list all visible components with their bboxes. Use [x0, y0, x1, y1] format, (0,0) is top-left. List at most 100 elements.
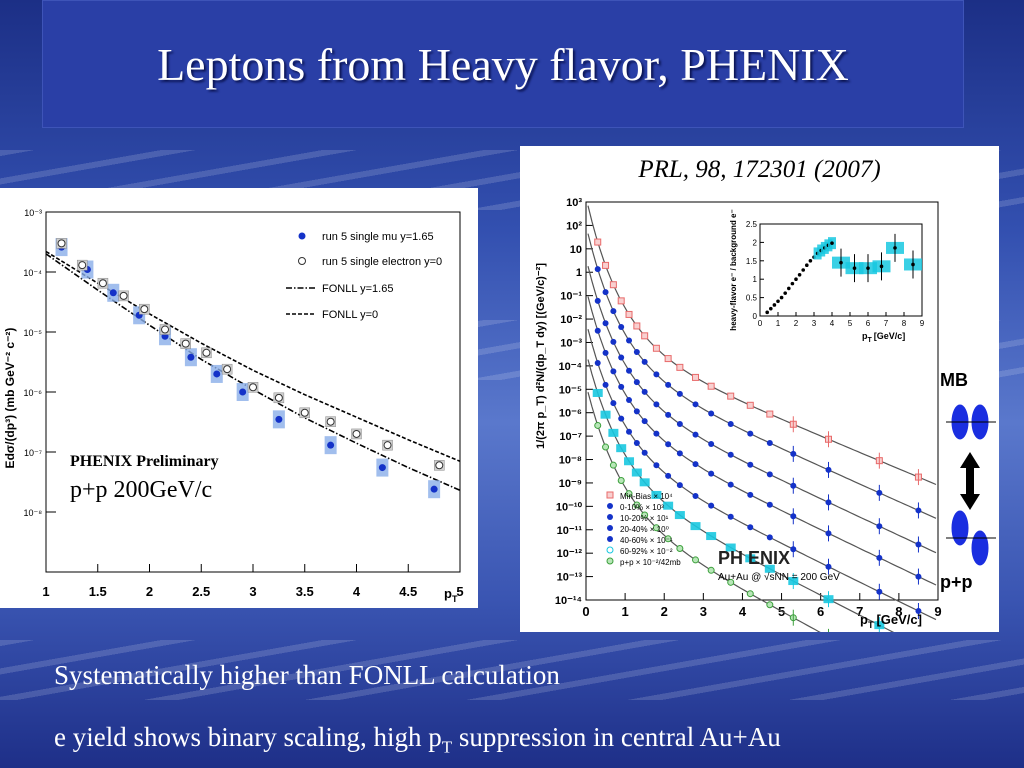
data-point	[676, 450, 683, 457]
data-point	[727, 578, 735, 586]
data-point	[664, 535, 672, 543]
data-point	[747, 524, 754, 531]
data-point	[610, 400, 617, 407]
data-point	[624, 457, 635, 466]
electron-point	[57, 239, 66, 248]
data-point	[602, 443, 610, 451]
data-point	[651, 490, 662, 499]
data-point	[707, 382, 715, 390]
x-axis-label: pT [GeV/c]	[860, 612, 922, 630]
y-tick-label: 1	[576, 267, 582, 279]
legend-label-fonll-165: FONLL y=1.65	[322, 283, 393, 295]
data-point	[633, 379, 640, 386]
inset-point	[776, 299, 780, 304]
collision-cartoon: MB p+p	[940, 370, 996, 592]
pp-label: p+p	[940, 572, 973, 592]
y-tick-label: 10⁻⁵	[559, 384, 582, 396]
data-point	[766, 410, 774, 418]
legend-label-electron: run 5 single electron y=0	[322, 256, 442, 268]
data-point	[602, 320, 609, 327]
x-tick-label: 4	[739, 604, 747, 619]
inset-y-tick-label: 0.5	[746, 294, 758, 303]
y-tick-label: 10⁻³	[560, 337, 582, 349]
inset-point	[765, 310, 769, 315]
inset-point	[805, 263, 809, 268]
data-point	[766, 439, 773, 446]
mu-point	[187, 353, 195, 361]
data-point	[766, 534, 773, 541]
data-point	[692, 401, 699, 408]
x-tick-label: 1	[42, 584, 49, 599]
mb-label: MB	[940, 370, 968, 390]
data-point	[727, 451, 734, 458]
y-tick-label: 10⁻⁷	[559, 431, 582, 443]
legend-label-mu: run 5 single mu y=1.65	[322, 231, 434, 243]
x-tick-label: 4.5	[399, 584, 417, 599]
inset-x-tick-label: 3	[812, 319, 817, 328]
y-tick-label: 10³	[566, 197, 582, 209]
x-tick-label: 5	[456, 584, 463, 599]
reference-citation: PRL, 98, 172301 (2007)	[638, 156, 881, 183]
data-point	[708, 410, 715, 417]
data-point	[626, 337, 633, 344]
y-tick-label: 10	[570, 244, 582, 256]
data-point	[766, 471, 773, 478]
pp-spectrum-chart: 1 1.5 2 2.5 3 3.5 4 4.5 5 10⁻³ 10⁻⁴ 10⁻⁵ 10⁻⁶ 10⁻⁷ 10⁻…	[3, 208, 464, 604]
inset-x-tick-label: 5	[848, 319, 853, 328]
title-bar: Leptons from Heavy flavor, PHENIX	[42, 0, 964, 128]
inset-point	[830, 241, 834, 245]
inset-point	[879, 264, 884, 269]
y-tick-label: 10⁻⁵	[24, 328, 43, 338]
inset-point	[839, 260, 843, 265]
y-tick-label: 10⁻¹⁴	[555, 595, 582, 607]
x-tick-label: 3.5	[296, 584, 314, 599]
x-tick-label: 2.5	[192, 584, 210, 599]
data-point	[641, 418, 648, 425]
inset-y-tick-label: 0	[753, 312, 758, 321]
data-point	[663, 501, 674, 510]
inset-x-tick-label: 7	[884, 319, 889, 328]
data-point	[639, 478, 650, 487]
legend-label: 60-92% × 10⁻²	[620, 547, 673, 556]
x-tick-label: 1.5	[89, 584, 107, 599]
slide-title: Leptons from Heavy flavor, PHENIX	[157, 39, 849, 90]
data-point	[692, 431, 699, 438]
data-point	[625, 310, 633, 318]
data-point	[676, 421, 683, 428]
legend: Min-Bias × 10⁴ 0-10% × 10³ 10-20% × 10¹ 20-…	[606, 491, 681, 567]
data-point	[641, 358, 648, 365]
data-point	[652, 524, 660, 532]
inset-x-tick-label: 0	[758, 319, 763, 328]
y-tick-label: 10⁻¹	[560, 291, 582, 303]
y-axis-label: Edσ/(dp³) (mb GeV⁻² c⁻²)	[3, 328, 17, 469]
data-point	[617, 477, 625, 485]
y-axis-label: 1/(2π p_T) d²N/(dp_T dy) [(GeV/c)⁻²]	[535, 263, 547, 449]
data-point	[610, 368, 617, 375]
inset-point	[801, 268, 805, 272]
y-tick-label: 10⁻⁸	[559, 455, 582, 467]
inset-point	[769, 306, 773, 311]
data-point	[594, 238, 602, 246]
data-point	[708, 502, 715, 509]
y-tick-label: 10⁻¹¹	[557, 525, 583, 537]
legend-marker	[606, 546, 614, 554]
y-tick-label: 10⁻⁶	[24, 388, 43, 398]
data-point	[594, 421, 602, 429]
x-tick-label: 4	[353, 584, 361, 599]
electron-point	[181, 339, 190, 348]
auau-spectra-chart: 0 1 2 3 4 5 6 7 8 910³10²10110⁻¹10⁻²10⁻³10⁻⁴10⁻⁵1…	[535, 197, 942, 632]
legend-marker	[607, 514, 613, 520]
data-point	[641, 388, 648, 395]
inset-point	[852, 266, 857, 270]
data-point	[676, 363, 684, 371]
y-tick-label: 10⁻⁴	[23, 268, 42, 278]
data-point	[594, 359, 601, 366]
data-point	[618, 354, 625, 361]
inset-point	[779, 295, 784, 300]
inset-y-tick-label: 2.5	[746, 220, 758, 229]
right-chart-panel: PRL, 98, 172301 (2007) 0 1 2 3 4 5 6 7 8 9 10³ 10² 1…	[520, 146, 999, 632]
y-tick-label: 10⁻⁹	[559, 478, 582, 490]
data-point	[618, 324, 625, 331]
x-tick-label: 6	[817, 604, 824, 619]
bullet-2: e yield shows binary scaling, high pT su…	[54, 722, 781, 757]
